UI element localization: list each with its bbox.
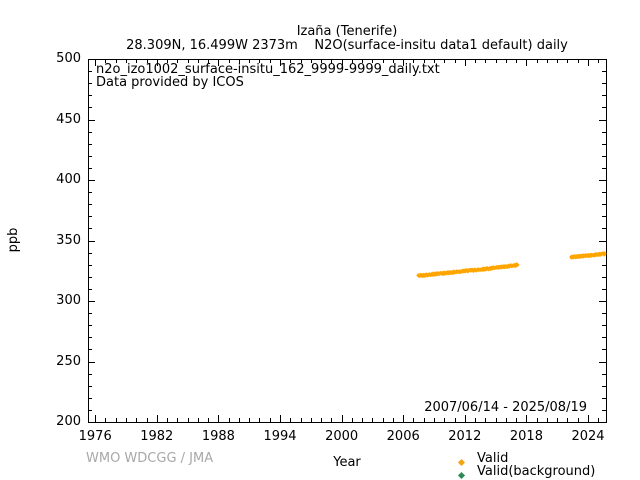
source-file-annotation: n2o_izo1002_surface-insitu_162_9999-9999… (96, 62, 440, 77)
x-tick-label: 1976 (78, 429, 112, 444)
y-tick-label: 400 (56, 172, 81, 187)
y-tick-label: 450 (56, 111, 81, 127)
y-tick-label: 250 (56, 353, 81, 369)
date-range-annotation: 2007/06/14 - 2025/08/19 (424, 400, 587, 415)
x-tick-label: 2006 (386, 429, 420, 444)
x-tick-label: 1994 (263, 429, 297, 444)
y-tick-label: 500 (56, 51, 81, 66)
plot-border (88, 59, 607, 423)
y-axis-label: ppb (6, 227, 21, 253)
valid-background-diamond-icon (457, 467, 466, 480)
y-tick-label: 350 (56, 232, 81, 248)
y-tick-label: 300 (56, 293, 81, 308)
data-provider-annotation: Data provided by ICOS (96, 75, 244, 90)
x-tick-label: 1988 (201, 429, 235, 444)
x-tick-label: 2000 (325, 429, 359, 444)
series-valid (416, 251, 607, 278)
y-tick-label: 200 (56, 414, 81, 429)
x-tick-label: 2018 (509, 429, 543, 444)
x-tick-label: 2024 (571, 429, 605, 444)
axis-ticks (88, 59, 606, 423)
legend-label-valid-background: Valid(background) (477, 464, 596, 479)
x-axis-label: Year (333, 455, 361, 470)
legend-label-valid: Valid (477, 451, 509, 466)
wdcgg-credit: WMO WDCGG / JMA (86, 451, 214, 466)
x-tick-label: 1982 (140, 429, 174, 444)
chart-title: Izaña (Tenerife) (296, 24, 398, 39)
x-tick-label: 2012 (448, 429, 482, 444)
chart-subtitle: 28.309N, 16.499W 2373m N2O(surface-insit… (126, 38, 568, 53)
